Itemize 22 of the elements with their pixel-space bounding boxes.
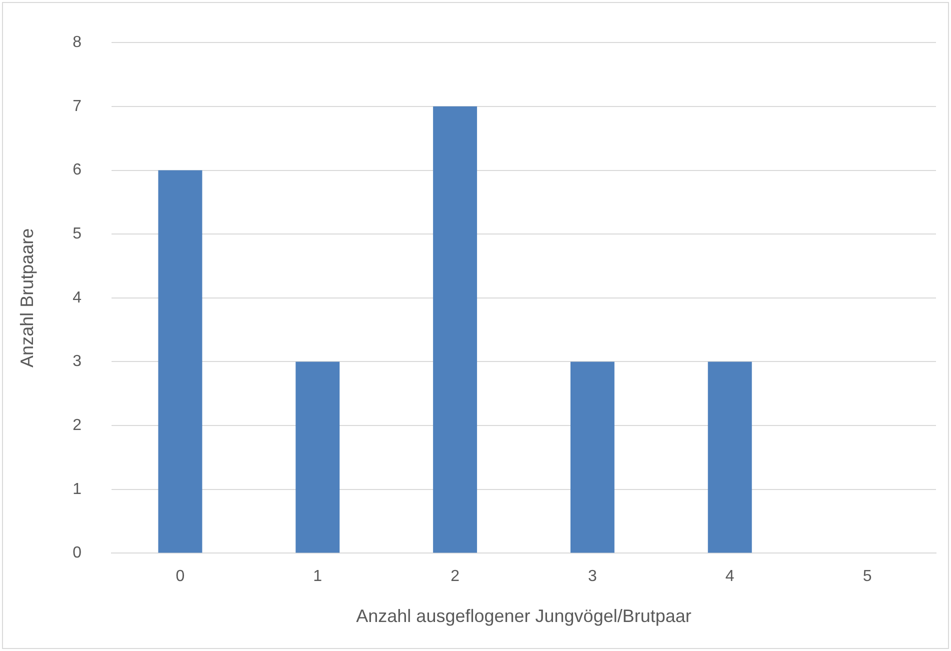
- x-tick-label: 4: [725, 568, 734, 586]
- y-tick-label: 8: [72, 34, 82, 52]
- y-tick-label: 2: [72, 416, 82, 434]
- x-tick-label: 0: [176, 568, 185, 586]
- y-tick-label: 7: [72, 98, 82, 115]
- x-axis-title: Anzahl ausgeflogener Jungvögel/Brutpaar: [356, 606, 692, 626]
- bar: [708, 362, 752, 553]
- x-tick-label: 1: [313, 568, 322, 586]
- y-tick-label: 6: [72, 162, 82, 179]
- y-tick-label: 4: [72, 289, 82, 306]
- y-tick-label: 3: [72, 353, 82, 370]
- x-tick-label: 3: [588, 568, 598, 586]
- bar: [158, 170, 202, 553]
- y-tick-label: 5: [72, 225, 82, 242]
- y-axis-title: Anzahl Brutpaare: [16, 228, 37, 368]
- bar: [433, 106, 478, 553]
- y-tick-label: 0: [72, 544, 82, 562]
- x-tick-label: 2: [450, 568, 460, 586]
- x-tick-label: 5: [862, 568, 872, 586]
- bar: [570, 362, 614, 553]
- y-tick-label: 1: [72, 480, 82, 498]
- bar: [296, 362, 340, 553]
